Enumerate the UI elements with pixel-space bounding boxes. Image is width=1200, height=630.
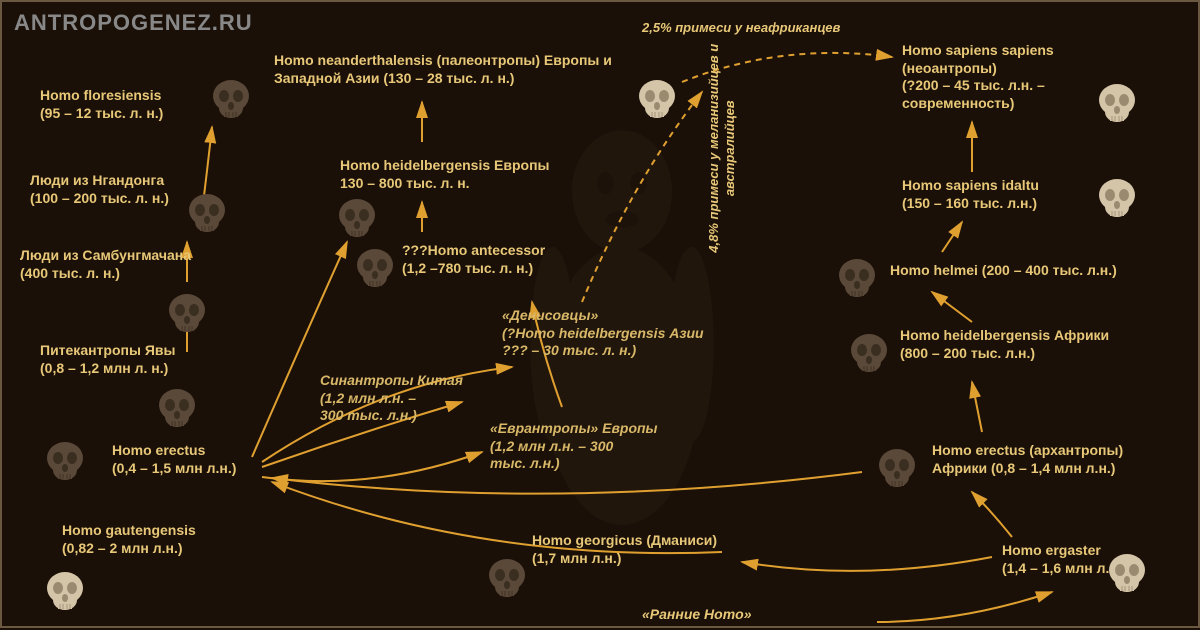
species-euranthropes: «Еврантропы» Европы(1,2 млн л.н. – 300ты… xyxy=(490,420,658,473)
skull-icon xyxy=(162,292,212,334)
watermark: ANTROPOGENEZ.RU xyxy=(14,10,253,36)
skull-icon xyxy=(844,332,894,374)
species-helmei: Homo helmei (200 – 400 тыс. л.н.) xyxy=(890,262,1117,280)
skull-icon xyxy=(1092,82,1142,124)
bottom-label-early-homo: «Ранние Homo» xyxy=(642,606,752,622)
skull-icon xyxy=(206,78,256,120)
skull-icon xyxy=(350,247,400,289)
annotation-admixture-vertical: 4,8% примеси у меланизийцев и австралийц… xyxy=(706,18,739,278)
skull-icon xyxy=(1102,552,1152,594)
species-sapiens: Homo sapiens sapiens(неоантропы)(?200 – … xyxy=(902,42,1054,112)
skull-icon xyxy=(482,557,532,599)
skull-icon xyxy=(40,440,90,482)
skull-icon xyxy=(40,570,90,612)
species-denisovans: «Денисовцы»(?Homo heidelbergensis Азии??… xyxy=(502,307,704,360)
species-floresiensis: Homo floresiensis(95 – 12 тыс. л. н.) xyxy=(40,87,163,122)
species-gautengensis: Homo gautengensis(0,82 – 2 млн л.н.) xyxy=(62,522,196,557)
skull-icon xyxy=(332,197,382,239)
species-georgicus: Homo georgicus (Дманиси)(1,7 млн л.н.) xyxy=(532,532,717,567)
skull-icon xyxy=(832,257,882,299)
skull-icon xyxy=(152,387,202,429)
skull-icon xyxy=(1092,177,1142,219)
species-erectus_af: Homo erectus (архантропы)Африки (0,8 – 1… xyxy=(932,442,1123,477)
skull-icon xyxy=(872,447,922,489)
skull-icon xyxy=(632,78,682,120)
skull-icon xyxy=(182,192,232,234)
species-erectus: Homo erectus(0,4 – 1,5 млн л.н.) xyxy=(112,442,236,477)
species-java: Питекантропы Явы(0,8 – 1,2 млн л. н.) xyxy=(40,342,175,377)
annotation-admixture-top: 2,5% примеси у неафриканцев xyxy=(642,20,840,36)
species-sinanthropus: Синантропы Китая(1,2 млн л.н. –300 тыс. … xyxy=(320,372,463,425)
species-heidel_eu: Homo heidelbergensis Европы130 – 800 тыс… xyxy=(340,157,550,192)
species-neanderthal: Homo neanderthalensis (палеонтропы) Евро… xyxy=(274,52,612,87)
species-idaltu: Homo sapiens idaltu(150 – 160 тыс. л.н.) xyxy=(902,177,1039,212)
species-sambungmachan: Люди из Самбунгмачана(400 тыс. л. н.) xyxy=(20,247,191,282)
species-ngandong: Люди из Нгандонга(100 – 200 тыс. л. н.) xyxy=(30,172,169,207)
species-antecessor: ???Homo antecessor(1,2 –780 тыс. л. н.) xyxy=(402,242,545,277)
species-heidel_af: Homo heidelbergensis Африки(800 – 200 ты… xyxy=(900,327,1109,362)
